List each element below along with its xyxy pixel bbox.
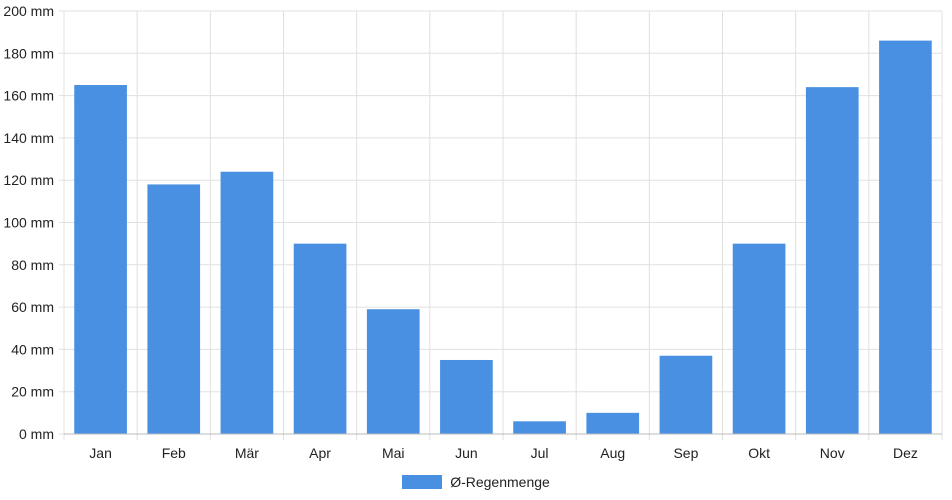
bar-sep [659,355,713,434]
bar-nov [805,87,859,434]
x-tick-label: Mär [235,445,259,461]
y-tick-label: 80 mm [11,257,54,273]
y-tick-label: 60 mm [11,299,54,315]
bar-aug [586,412,640,434]
legend-label: Ø-Regenmenge [450,474,550,490]
x-tick-label: Jan [89,445,112,461]
y-tick-label: 0 mm [19,426,54,442]
bar-dez [879,40,932,435]
bar-apr [293,243,347,434]
bar-jul [513,421,566,434]
y-tick-label: 140 mm [3,130,54,146]
bar-okt [732,243,786,434]
bar-feb [147,184,201,434]
y-tick-label: 200 mm [3,3,54,19]
y-tick-label: 100 mm [3,215,54,231]
legend-swatch [402,475,443,489]
y-tick-label: 20 mm [11,384,54,400]
x-tick-label: Sep [673,445,698,461]
x-tick-label: Okt [748,445,770,461]
chart-legend[interactable]: Ø-Regenmenge [0,470,952,494]
bar-jun [440,359,493,434]
chart-canvas: 0 mm 20 mm 40 mm 60 mm 80 mm 100 mm 120 mm 140 … [3,3,943,461]
bar-mai [366,309,420,434]
y-tick-label: 40 mm [11,341,54,357]
x-tick-label: Jun [455,445,478,461]
x-tick-label: Feb [162,445,186,461]
bar-mär [220,171,274,435]
x-tick-label: Dez [893,445,918,461]
x-tick-label: Mai [382,445,405,461]
x-tick-label: Jul [531,445,549,461]
x-tick-label: Aug [600,445,625,461]
y-tick-label: 160 mm [3,88,54,104]
x-tick-label: Nov [820,445,845,461]
y-tick-label: 120 mm [3,172,54,188]
bar-jan [74,85,127,435]
y-tick-label: 180 mm [3,45,54,61]
x-tick-label: Apr [309,445,331,461]
